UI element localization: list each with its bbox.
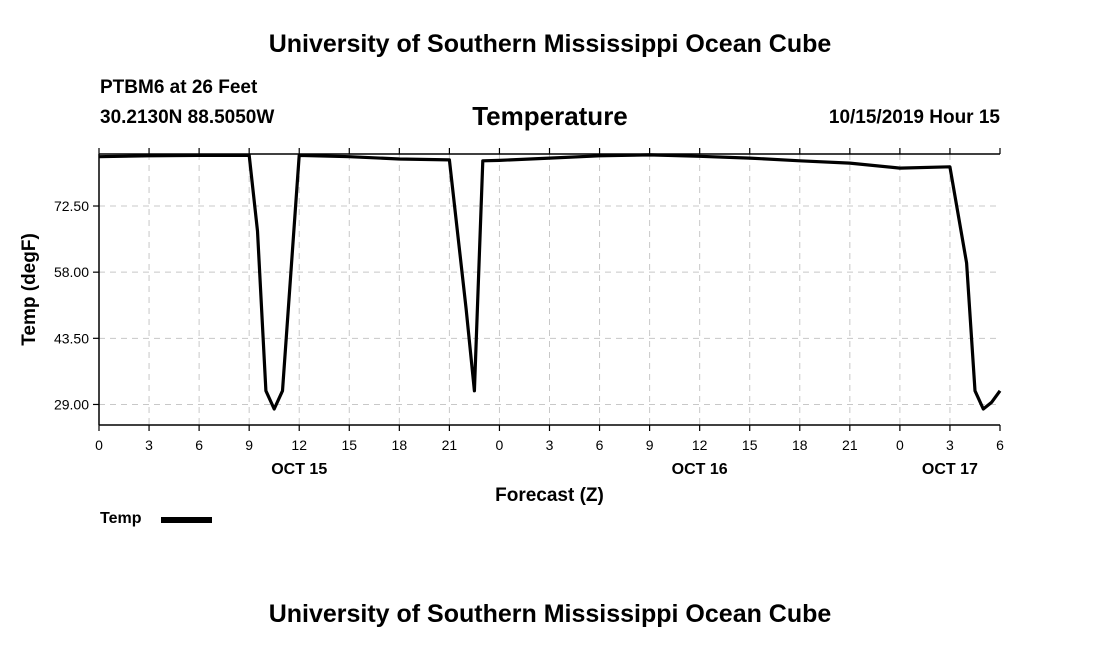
station-label: PTBM6 at 26 Feet: [100, 77, 258, 98]
y-axis-label: Temp (degF): [19, 233, 40, 346]
footer-title: University of Southern Mississippi Ocean…: [268, 600, 832, 628]
x-tick-label: 18: [792, 437, 808, 453]
x-axis-label: Forecast (Z): [495, 485, 604, 506]
date-label: OCT 16: [672, 461, 728, 478]
x-tick-label: 21: [442, 437, 458, 453]
x-tick-label: 0: [896, 437, 904, 453]
y-tick-label: 58.00: [54, 264, 89, 280]
grid-layer: [99, 154, 1000, 425]
x-tick-label: 3: [546, 437, 554, 453]
axis-layer: 0 3 6 9 12 15 18 21 0 3 6 9 12 15 18 21 0 3 6 72.50 58.00 43.…: [19, 148, 1004, 506]
x-tick-label: 15: [341, 437, 357, 453]
y-tick-label: 72.50: [54, 198, 89, 214]
x-tick-label: 3: [145, 437, 153, 453]
x-tick-label: 0: [95, 437, 103, 453]
series-line-temp: [98, 153, 1002, 411]
x-tick-label: 0: [496, 437, 504, 453]
x-tick-label: 6: [596, 437, 604, 453]
x-tick-label: 9: [245, 437, 253, 453]
x-tick-label: 12: [692, 437, 708, 453]
datetime-label: 10/15/2019 Hour 15: [828, 107, 1000, 128]
x-tick-label: 18: [392, 437, 408, 453]
chart-title: Temperature: [472, 101, 628, 131]
y-tick-label: 29.00: [54, 396, 89, 412]
x-tick-label: 15: [742, 437, 758, 453]
y-tick-label: 43.50: [54, 330, 89, 346]
legend-label: Temp: [100, 510, 142, 527]
x-tick-label: 3: [946, 437, 954, 453]
legend-line-swatch: [161, 517, 212, 523]
x-tick-label: 6: [996, 437, 1004, 453]
data-layer: [98, 153, 1002, 411]
x-tick-label: 6: [195, 437, 203, 453]
x-tick-label: 12: [291, 437, 307, 453]
coordinates-label: 30.2130N 88.5050W: [100, 107, 275, 128]
x-tick-label: 21: [842, 437, 858, 453]
date-label: OCT 15: [271, 461, 327, 478]
page-title: University of Southern Mississippi Ocean…: [268, 30, 832, 58]
date-label: OCT 17: [922, 461, 978, 478]
x-tick-label: 9: [646, 437, 654, 453]
